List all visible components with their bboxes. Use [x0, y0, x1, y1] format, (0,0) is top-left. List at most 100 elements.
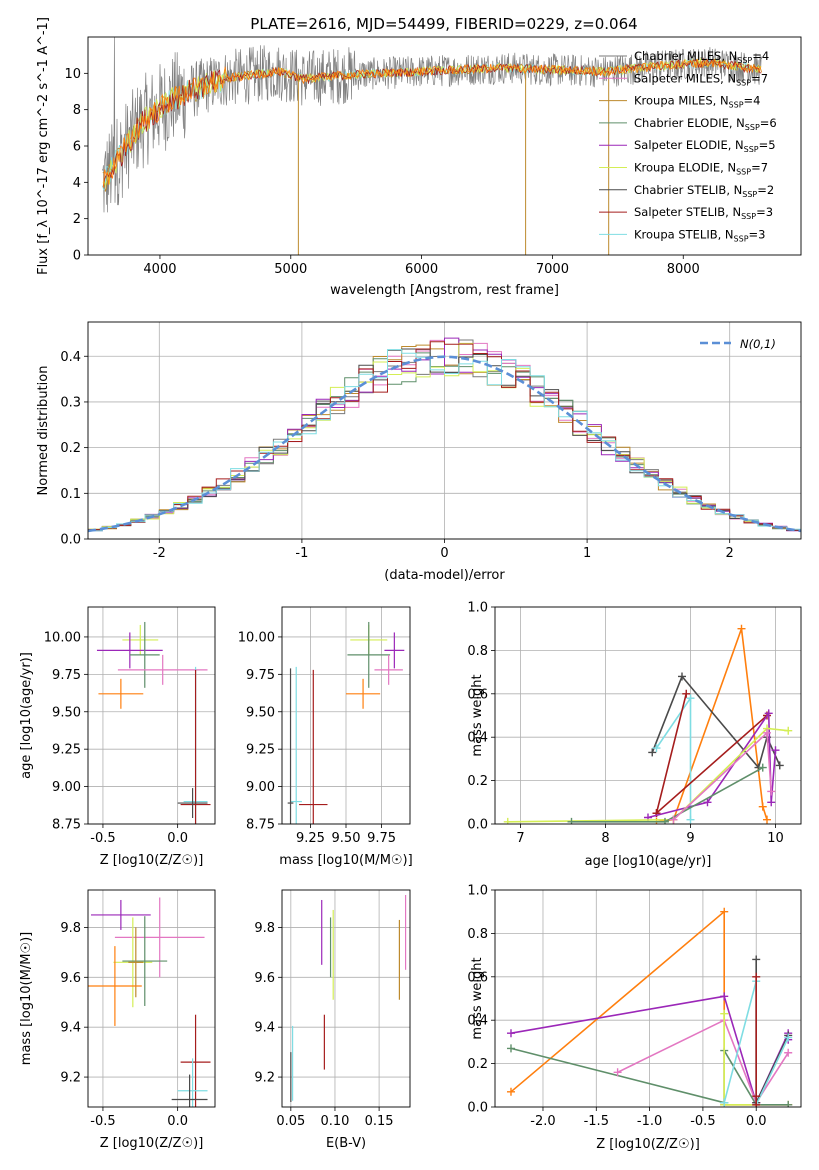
legend-entry: Chabrier ELODIE, NSSP=6 — [634, 116, 777, 132]
weight-marker — [763, 728, 771, 737]
y-tick-label: 9.25 — [52, 743, 81, 758]
y-tick-label: 9.50 — [246, 705, 275, 720]
legend-entry: Kroupa ELODIE, NSSP=7 — [634, 161, 768, 177]
weight-marker — [752, 1092, 761, 1101]
x-tick-label: 9 — [686, 831, 694, 846]
x-tick-label: 5000 — [274, 262, 307, 277]
y-axis-label: Normed distribution — [36, 366, 51, 496]
weight-series-line — [571, 766, 764, 823]
y-tick-label: 0.8 — [467, 644, 488, 659]
y-tick-label: 0.4 — [60, 350, 81, 365]
x-tick-label: 4000 — [143, 262, 176, 277]
x-tick-label: 7 — [516, 831, 524, 846]
weight-marker — [763, 815, 771, 824]
y-tick-label: 0.2 — [467, 774, 488, 789]
y-tick-label: 9.50 — [52, 705, 81, 720]
x-tick-label: -1.5 — [584, 1114, 609, 1129]
legend-entry: N(0,1) — [740, 337, 776, 351]
y-tick-label: 0.4 — [467, 1014, 488, 1029]
errorbar-group — [287, 621, 405, 824]
weight-marker — [720, 992, 729, 1001]
weight-marker — [652, 744, 661, 753]
weight-marker — [784, 1033, 793, 1042]
axes-frame — [87, 36, 802, 256]
weight-series-line — [507, 727, 789, 823]
y-tick-label: 8.75 — [246, 818, 275, 833]
axes-frame — [494, 606, 802, 825]
weight-marker — [752, 955, 761, 964]
y-tick-label: 0.6 — [467, 970, 488, 985]
y-axis-label: mass weight — [470, 674, 485, 756]
weight-marker — [720, 1098, 729, 1107]
y-tick-label: 0.6 — [467, 687, 488, 702]
x-tick-label: 8 — [601, 831, 609, 846]
axes-frame — [281, 606, 411, 825]
x-tick-label: 0.0 — [746, 1114, 767, 1129]
legend-entry: Chabrier MILES, NSSP=4 — [634, 49, 769, 65]
y-tick-label: 1.0 — [467, 884, 488, 899]
x-tick-label: -0.5 — [690, 1114, 715, 1129]
weight-marker — [784, 1100, 793, 1107]
x-axis-label: (data-model)/error — [384, 568, 505, 583]
y-tick-label: 0.3 — [60, 395, 81, 410]
y-tick-label: 6 — [73, 140, 81, 155]
weight-series-line — [655, 693, 768, 816]
spectrum-lines — [102, 37, 763, 255]
weight-marker — [784, 1048, 793, 1057]
y-tick-label: 10.00 — [44, 630, 81, 645]
axes-frame — [87, 321, 802, 540]
weight-marker — [703, 798, 712, 807]
weight-series-line — [656, 628, 768, 823]
y-tick-label: 0.2 — [60, 441, 81, 456]
errorbar-group — [96, 621, 211, 824]
weight-marker — [678, 672, 686, 681]
weight-marker — [567, 817, 576, 824]
weight-series-group — [503, 624, 793, 824]
weight-marker — [784, 726, 793, 735]
legend-entry: Salpeter STELIB, NSSP=3 — [634, 205, 773, 221]
weight-series-line — [617, 1019, 789, 1105]
legend-entry: Salpeter MILES, NSSP=7 — [634, 71, 768, 87]
y-tick-label: 1.0 — [467, 601, 488, 616]
y-tick-label: 9.8 — [254, 921, 275, 936]
axes-frame — [87, 889, 216, 1108]
weight-marker — [737, 624, 746, 633]
y-tick-label: 9.6 — [254, 971, 275, 986]
x-tick-label: 0.15 — [365, 1114, 394, 1129]
x-tick-label: 0.0 — [167, 1114, 188, 1129]
y-tick-label: 10 — [64, 67, 81, 82]
weight-marker — [720, 1009, 729, 1018]
weight-series-line — [655, 695, 692, 820]
x-tick-label: 0.05 — [276, 1114, 305, 1129]
weight-marker — [506, 1044, 515, 1053]
y-tick-label: 0 — [73, 249, 81, 264]
y-tick-label: 9.4 — [60, 1021, 81, 1036]
y-tick-label: 9.75 — [52, 668, 81, 683]
weight-series-group — [506, 907, 793, 1107]
y-tick-label: 8.75 — [52, 818, 81, 833]
x-axis-label: wavelength [Angstrom, rest frame] — [330, 283, 559, 298]
y-tick-label: 0.2 — [467, 1057, 488, 1072]
weight-marker — [758, 763, 767, 772]
x-axis-label: Z [log10(Z/Z☉)] — [100, 853, 204, 868]
weight-marker — [752, 1100, 761, 1107]
x-tick-label: -0.5 — [90, 831, 115, 846]
weight-marker — [503, 817, 512, 824]
weight-marker — [720, 907, 729, 916]
y-tick-label: 9.75 — [246, 668, 275, 683]
y-axis-label: mass weight — [470, 957, 485, 1039]
x-axis-label: Z [log10(Z/Z☉)] — [596, 1137, 700, 1152]
y-tick-label: 9.6 — [60, 971, 81, 986]
x-tick-label: 8000 — [667, 262, 700, 277]
legend-entry: Kroupa MILES, NSSP=4 — [634, 94, 760, 110]
weight-marker — [661, 817, 669, 824]
weight-marker — [771, 746, 780, 755]
weight-marker — [613, 1068, 622, 1077]
legend-entry: Salpeter ELODIE, NSSP=5 — [634, 138, 776, 154]
x-tick-label: 9.50 — [332, 831, 361, 846]
y-tick-label: 9.4 — [254, 1021, 275, 1036]
y-tick-label: 0.4 — [467, 731, 488, 746]
x-tick-label: 7000 — [536, 262, 569, 277]
weight-marker — [764, 709, 773, 718]
axes-frame — [281, 889, 411, 1108]
